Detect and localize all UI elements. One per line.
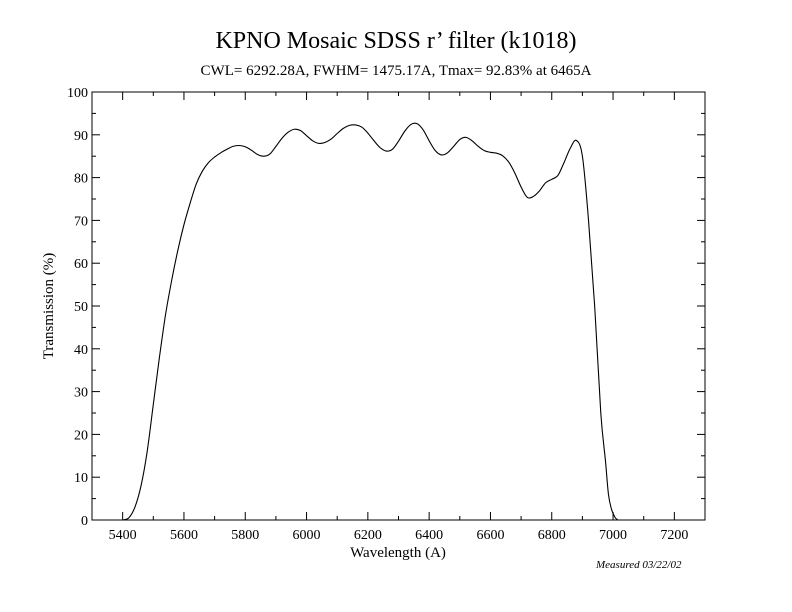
series-layer	[122, 122, 618, 521]
y-tick-label: 90	[74, 129, 88, 144]
x-tick-label: 6000	[293, 528, 321, 543]
x-tick-label: 5800	[231, 528, 259, 543]
y-tick-label: 60	[74, 257, 88, 272]
tick-labels: 5400 5600 5800 6000 6200 6400 6600 6800 7000 7200…	[67, 86, 688, 543]
x-tick-label: 6800	[538, 528, 566, 543]
x-tick-label: 6600	[476, 528, 504, 543]
y-tick-label: 50	[74, 300, 88, 315]
chart-subtitle: CWL= 6292.28A, FWHM= 1475.17A, Tmax= 92.…	[200, 63, 592, 79]
x-axis-label: Wavelength (A)	[350, 545, 446, 561]
y-tick-label: 100	[67, 86, 88, 101]
x-tick-label: 6200	[354, 528, 382, 543]
y-tick-label: 20	[74, 428, 88, 443]
x-tick-label: 5400	[109, 528, 137, 543]
y-tick-label: 80	[74, 172, 88, 187]
y-tick-label: 30	[74, 386, 88, 401]
y-tick-label: 0	[81, 514, 88, 529]
x-tick-label: 5600	[170, 528, 198, 543]
x-tick-label: 7000	[599, 528, 627, 543]
measured-date-note: Measured 03/22/02	[596, 559, 682, 571]
y-tick-label: 70	[74, 214, 88, 229]
chart-title: KPNO Mosaic SDSS r’ filter (k1018)	[215, 28, 577, 54]
x-tick-label: 7200	[660, 528, 688, 543]
y-tick-label: 40	[74, 343, 88, 358]
x-tick-label: 6400	[415, 528, 443, 543]
tick-marks	[92, 91, 705, 521]
y-axis-label: Transmission (%)	[41, 253, 57, 360]
transmission-series-line	[122, 122, 618, 521]
plot-frame	[91, 91, 706, 521]
y-tick-label: 10	[74, 471, 88, 486]
